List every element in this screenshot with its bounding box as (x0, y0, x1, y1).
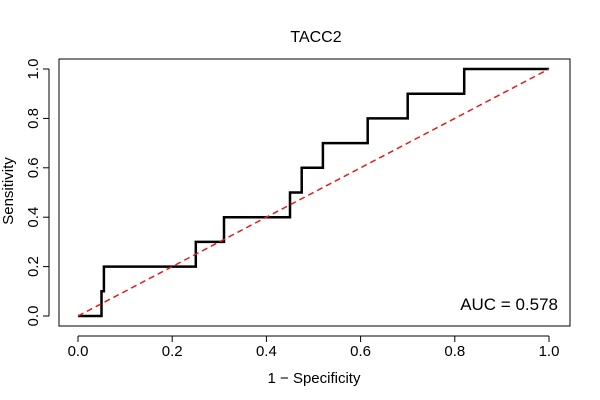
y-tick-label: 0.2 (25, 256, 42, 277)
auc-annotation: AUC = 0.578 (460, 295, 558, 314)
roc-curve-line (78, 67, 549, 318)
x-tick-label: 1.0 (539, 343, 560, 360)
x-tick-label: 0.0 (68, 343, 89, 360)
x-tick-label: 0.2 (162, 343, 183, 360)
y-tick-label: 0.0 (25, 306, 42, 327)
y-tick-label: 0.6 (25, 157, 42, 178)
x-axis-label: 1 − Specificity (268, 370, 361, 387)
x-tick-label: 0.4 (256, 343, 277, 360)
y-tick-label: 0.4 (25, 207, 42, 228)
x-tick-label: 0.8 (444, 343, 465, 360)
plot-frame (58, 58, 571, 327)
y-tick-label: 1.0 (25, 59, 42, 80)
chart-title: TACC2 (290, 29, 341, 46)
x-tick-label: 0.6 (350, 343, 371, 360)
reference-diagonal-line (77, 68, 550, 317)
y-axis-label: Sensitivity (0, 157, 17, 225)
y-tick-label: 0.8 (25, 108, 42, 129)
